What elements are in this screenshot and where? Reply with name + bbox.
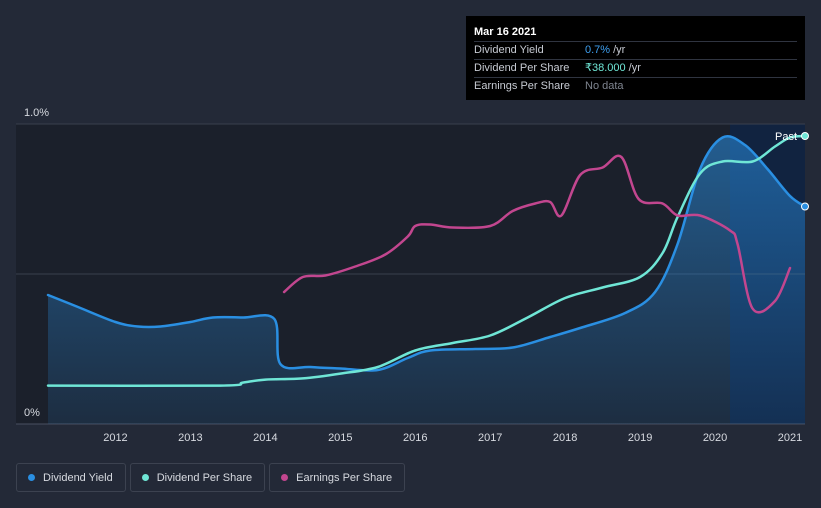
x-tick-label: 2013 (178, 432, 202, 444)
dividend-yield-end-dot (801, 202, 809, 211)
tooltip-row-dividend-yield: Dividend Yield 0.7% /yr (474, 41, 797, 59)
legend-label: Dividend Per Share (156, 471, 253, 484)
x-tick-label: 2015 (328, 432, 352, 444)
legend-dot-icon (281, 474, 289, 481)
tooltip-unit: /yr (613, 44, 626, 56)
tooltip-label: Dividend Yield (474, 44, 544, 56)
x-tick-label: 2018 (553, 432, 577, 444)
x-tick-label: 2021 (778, 432, 802, 444)
dividend-yield-line (46, 134, 807, 372)
legend-item-dividend-yield[interactable]: Dividend Yield (16, 463, 126, 492)
tooltip-label: Dividend Per Share (474, 62, 570, 74)
x-tick-label: 2014 (253, 432, 277, 444)
tooltip-value: No data (585, 80, 624, 92)
legend-label: Dividend Yield (43, 471, 113, 484)
legend-item-dividend-per-share[interactable]: Dividend Per Share (129, 463, 266, 492)
tooltip-row-earnings-per-share: Earnings Per Share No data (474, 77, 797, 95)
tooltip-value: 0.7% (585, 44, 611, 56)
y-tick-label: 1.0% (24, 107, 49, 119)
legend: Dividend Yield Dividend Per Share Earnin… (16, 463, 406, 492)
x-tick-label: 2017 (478, 432, 502, 444)
x-tick-label: 2019 (628, 432, 652, 444)
x-tick-label: 2012 (103, 432, 127, 444)
tooltip-value: ₹38.000 (585, 62, 626, 74)
earnings-per-share-line (282, 154, 792, 314)
legend-item-earnings-per-share[interactable]: Earnings Per Share (269, 463, 406, 492)
tooltip-unit: /yr (628, 62, 641, 74)
tooltip-date: Mar 16 2021 (474, 26, 537, 38)
past-label: Past (775, 131, 797, 143)
tooltip-row-dividend-per-share: Dividend Per Share ₹38.000 /yr (474, 59, 797, 77)
dividend-per-share-end-dot (801, 132, 809, 140)
legend-label: Earnings Per Share (296, 471, 393, 484)
dividend-per-share-line (46, 134, 807, 388)
dividend-yield-area (48, 136, 805, 424)
legend-dot-icon (28, 474, 35, 481)
tooltip-label: Earnings Per Share (474, 80, 570, 92)
x-tick-label: 2020 (703, 432, 727, 444)
tooltip: Mar 16 2021 Dividend Yield 0.7% /yr Divi… (466, 16, 805, 100)
y-tick-label: 0% (24, 407, 40, 419)
x-tick-label: 2016 (403, 432, 427, 444)
legend-dot-icon (141, 474, 149, 481)
